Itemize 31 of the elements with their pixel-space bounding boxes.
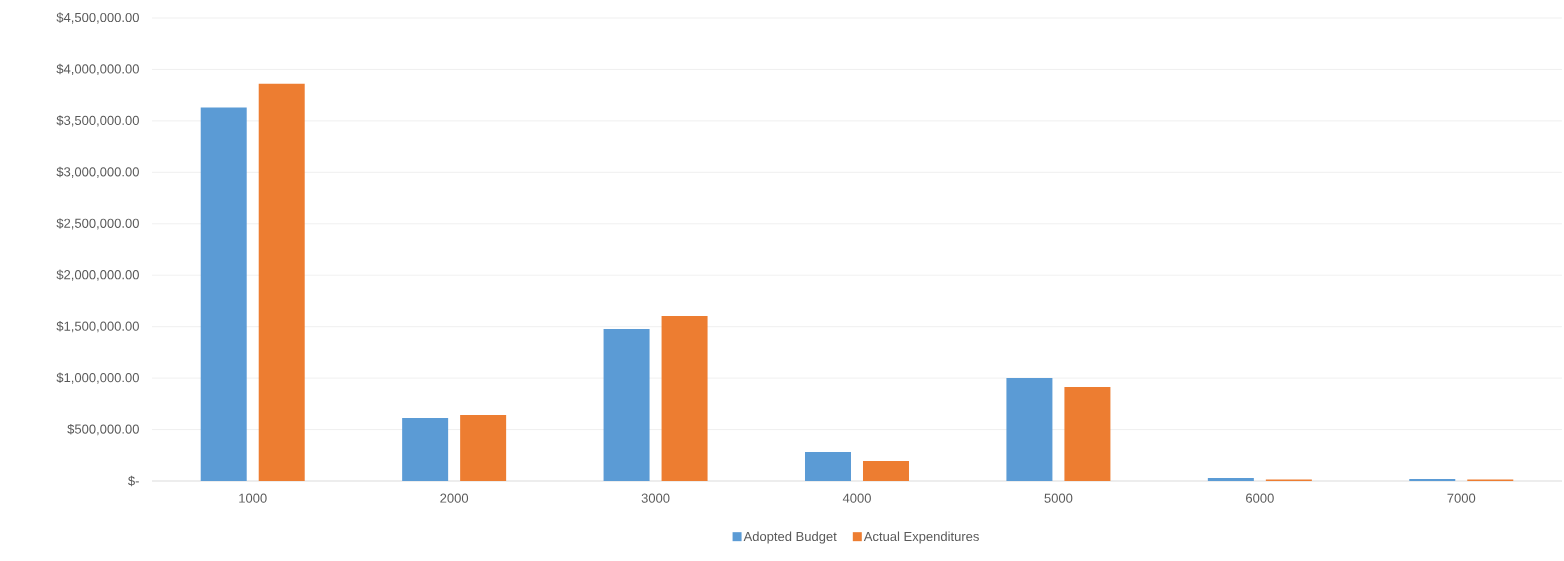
legend-label: Adopted Budget bbox=[743, 531, 837, 544]
x-tick-label: 7000 bbox=[1447, 493, 1476, 503]
y-tick-label: $1,500,000.00 bbox=[56, 321, 139, 333]
x-tick-label: 4000 bbox=[842, 493, 871, 503]
x-tick-label: 1000 bbox=[239, 493, 267, 503]
bar bbox=[862, 461, 909, 481]
bar bbox=[460, 415, 507, 481]
bar bbox=[402, 418, 449, 481]
y-tick-label: $500,000.00 bbox=[67, 423, 139, 436]
x-tick-label: 5000 bbox=[1044, 493, 1073, 503]
y-tick-label: $4,000,000.00 bbox=[56, 63, 139, 76]
y-tick-label: $2,500,000.00 bbox=[56, 218, 139, 230]
x-tick-label: 2000 bbox=[440, 493, 469, 503]
x-tick-label: 6000 bbox=[1246, 493, 1274, 503]
bar bbox=[258, 83, 305, 481]
y-tick-label: $4,500,000.00 bbox=[56, 12, 139, 24]
bar bbox=[200, 107, 247, 481]
x-tick-label: 3000 bbox=[641, 493, 670, 503]
bar bbox=[1064, 387, 1111, 481]
bar bbox=[661, 316, 708, 481]
bar bbox=[603, 329, 650, 481]
y-tick-label: $1,000,000.00 bbox=[56, 372, 139, 384]
y-tick-label: $3,000,000.00 bbox=[56, 166, 139, 178]
legend-label: Actual Expenditures bbox=[863, 531, 979, 544]
y-tick-label: $2,000,000.00 bbox=[56, 269, 139, 281]
bar bbox=[1409, 478, 1456, 481]
y-tick-label: $3,500,000.00 bbox=[56, 115, 139, 127]
bar bbox=[1207, 477, 1254, 481]
bar bbox=[1006, 378, 1053, 481]
bar bbox=[804, 451, 851, 481]
y-tick-label: $- bbox=[128, 475, 139, 487]
